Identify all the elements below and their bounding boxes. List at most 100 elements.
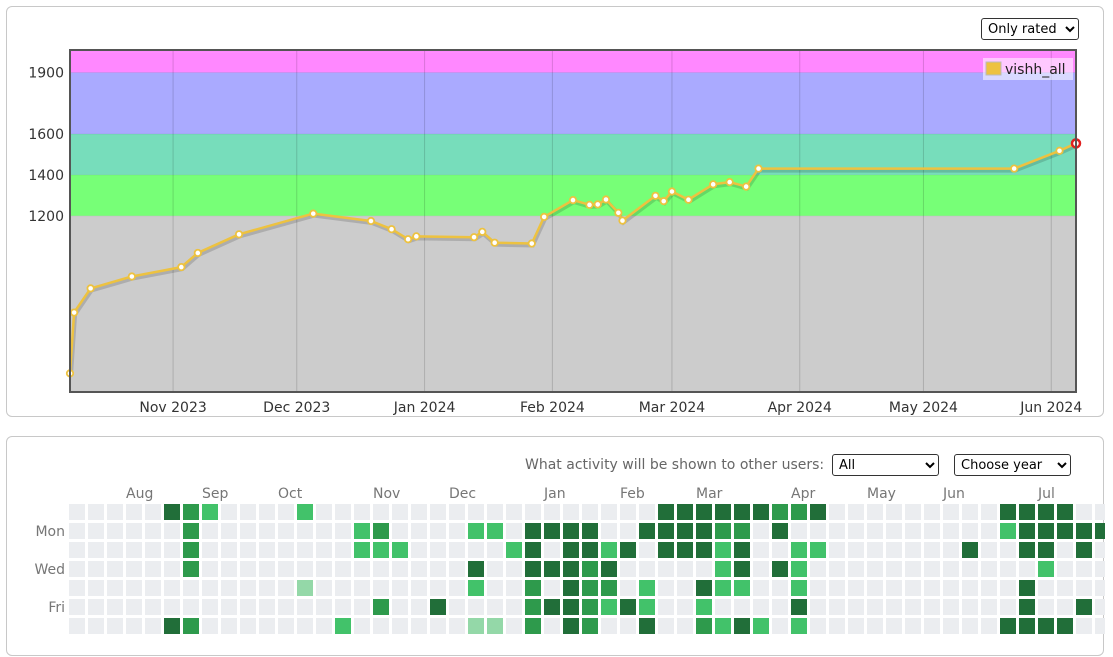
activity-day-cell[interactable]: [905, 580, 921, 596]
rating-point[interactable]: [684, 195, 693, 204]
year-select[interactable]: Choose year: [954, 454, 1071, 476]
activity-day-cell[interactable]: [943, 561, 959, 577]
activity-day-cell[interactable]: [772, 523, 788, 539]
activity-day-cell[interactable]: [563, 580, 579, 596]
activity-day-cell[interactable]: [715, 561, 731, 577]
activity-day-cell[interactable]: [88, 580, 104, 596]
activity-day-cell[interactable]: [658, 504, 674, 520]
activity-day-cell[interactable]: [639, 599, 655, 615]
activity-day-cell[interactable]: [183, 561, 199, 577]
activity-day-cell[interactable]: [392, 542, 408, 558]
activity-day-cell[interactable]: [354, 504, 370, 520]
activity-day-cell[interactable]: [601, 580, 617, 596]
activity-day-cell[interactable]: [354, 523, 370, 539]
activity-day-cell[interactable]: [278, 580, 294, 596]
activity-day-cell[interactable]: [1057, 580, 1073, 596]
activity-day-cell[interactable]: [145, 561, 161, 577]
activity-day-cell[interactable]: [373, 599, 389, 615]
activity-day-cell[interactable]: [411, 561, 427, 577]
activity-day-cell[interactable]: [544, 523, 560, 539]
rating-point[interactable]: [601, 195, 611, 204]
activity-day-cell[interactable]: [202, 504, 218, 520]
activity-day-cell[interactable]: [848, 542, 864, 558]
activity-day-cell[interactable]: [354, 561, 370, 577]
activity-day-cell[interactable]: [240, 599, 256, 615]
activity-day-cell[interactable]: [1076, 580, 1092, 596]
activity-day-cell[interactable]: [753, 580, 769, 596]
activity-day-cell[interactable]: [525, 504, 541, 520]
activity-day-cell[interactable]: [620, 599, 636, 615]
activity-day-cell[interactable]: [240, 504, 256, 520]
activity-day-cell[interactable]: [392, 599, 408, 615]
activity-day-cell[interactable]: [354, 580, 370, 596]
activity-day-cell[interactable]: [316, 618, 332, 634]
activity-day-cell[interactable]: [791, 561, 807, 577]
activity-day-cell[interactable]: [69, 618, 85, 634]
activity-day-cell[interactable]: [525, 580, 541, 596]
activity-day-cell[interactable]: [278, 561, 294, 577]
activity-day-cell[interactable]: [981, 561, 997, 577]
activity-day-cell[interactable]: [658, 580, 674, 596]
activity-day-cell[interactable]: [658, 561, 674, 577]
activity-day-cell[interactable]: [316, 599, 332, 615]
activity-day-cell[interactable]: [506, 542, 522, 558]
activity-day-cell[interactable]: [753, 618, 769, 634]
activity-day-cell[interactable]: [1057, 561, 1073, 577]
activity-day-cell[interactable]: [924, 618, 940, 634]
activity-day-cell[interactable]: [525, 599, 541, 615]
activity-day-cell[interactable]: [734, 561, 750, 577]
activity-day-cell[interactable]: [221, 561, 237, 577]
rating-point[interactable]: [540, 212, 549, 222]
activity-day-cell[interactable]: [335, 561, 351, 577]
activity-day-cell[interactable]: [468, 542, 484, 558]
activity-day-cell[interactable]: [88, 504, 104, 520]
activity-day-cell[interactable]: [449, 580, 465, 596]
activity-day-cell[interactable]: [221, 542, 237, 558]
activity-day-cell[interactable]: [639, 618, 655, 634]
rating-point[interactable]: [70, 308, 79, 317]
activity-day-cell[interactable]: [1038, 523, 1054, 539]
activity-day-cell[interactable]: [620, 580, 636, 596]
activity-day-cell[interactable]: [715, 618, 731, 634]
activity-day-cell[interactable]: [297, 618, 313, 634]
activity-day-cell[interactable]: [981, 580, 997, 596]
activity-day-cell[interactable]: [582, 618, 598, 634]
rating-point[interactable]: [667, 187, 677, 196]
activity-day-cell[interactable]: [1076, 504, 1092, 520]
activity-day-cell[interactable]: [430, 599, 446, 615]
activity-day-cell[interactable]: [620, 523, 636, 539]
activity-day-cell[interactable]: [1000, 504, 1016, 520]
activity-day-cell[interactable]: [1076, 561, 1092, 577]
activity-day-cell[interactable]: [943, 504, 959, 520]
activity-day-cell[interactable]: [468, 504, 484, 520]
activity-day-cell[interactable]: [392, 561, 408, 577]
activity-day-cell[interactable]: [1095, 599, 1105, 615]
rating-point[interactable]: [659, 197, 668, 206]
activity-day-cell[interactable]: [563, 618, 579, 634]
activity-day-cell[interactable]: [69, 523, 85, 539]
activity-day-cell[interactable]: [639, 523, 655, 539]
activity-day-cell[interactable]: [810, 580, 826, 596]
activity-day-cell[interactable]: [601, 542, 617, 558]
activity-day-cell[interactable]: [468, 599, 484, 615]
activity-day-cell[interactable]: [373, 561, 389, 577]
activity-day-cell[interactable]: [772, 542, 788, 558]
activity-day-cell[interactable]: [278, 542, 294, 558]
activity-day-cell[interactable]: [544, 561, 560, 577]
activity-day-cell[interactable]: [221, 504, 237, 520]
activity-day-cell[interactable]: [601, 504, 617, 520]
activity-day-cell[interactable]: [715, 599, 731, 615]
activity-day-cell[interactable]: [924, 504, 940, 520]
activity-day-cell[interactable]: [810, 618, 826, 634]
activity-day-cell[interactable]: [449, 599, 465, 615]
activity-day-cell[interactable]: [791, 504, 807, 520]
activity-day-cell[interactable]: [753, 599, 769, 615]
activity-day-cell[interactable]: [316, 542, 332, 558]
activity-day-cell[interactable]: [183, 542, 199, 558]
activity-day-cell[interactable]: [183, 523, 199, 539]
activity-day-cell[interactable]: [430, 561, 446, 577]
activity-day-cell[interactable]: [1000, 561, 1016, 577]
activity-day-cell[interactable]: [582, 504, 598, 520]
activity-day-cell[interactable]: [867, 561, 883, 577]
activity-day-cell[interactable]: [582, 580, 598, 596]
